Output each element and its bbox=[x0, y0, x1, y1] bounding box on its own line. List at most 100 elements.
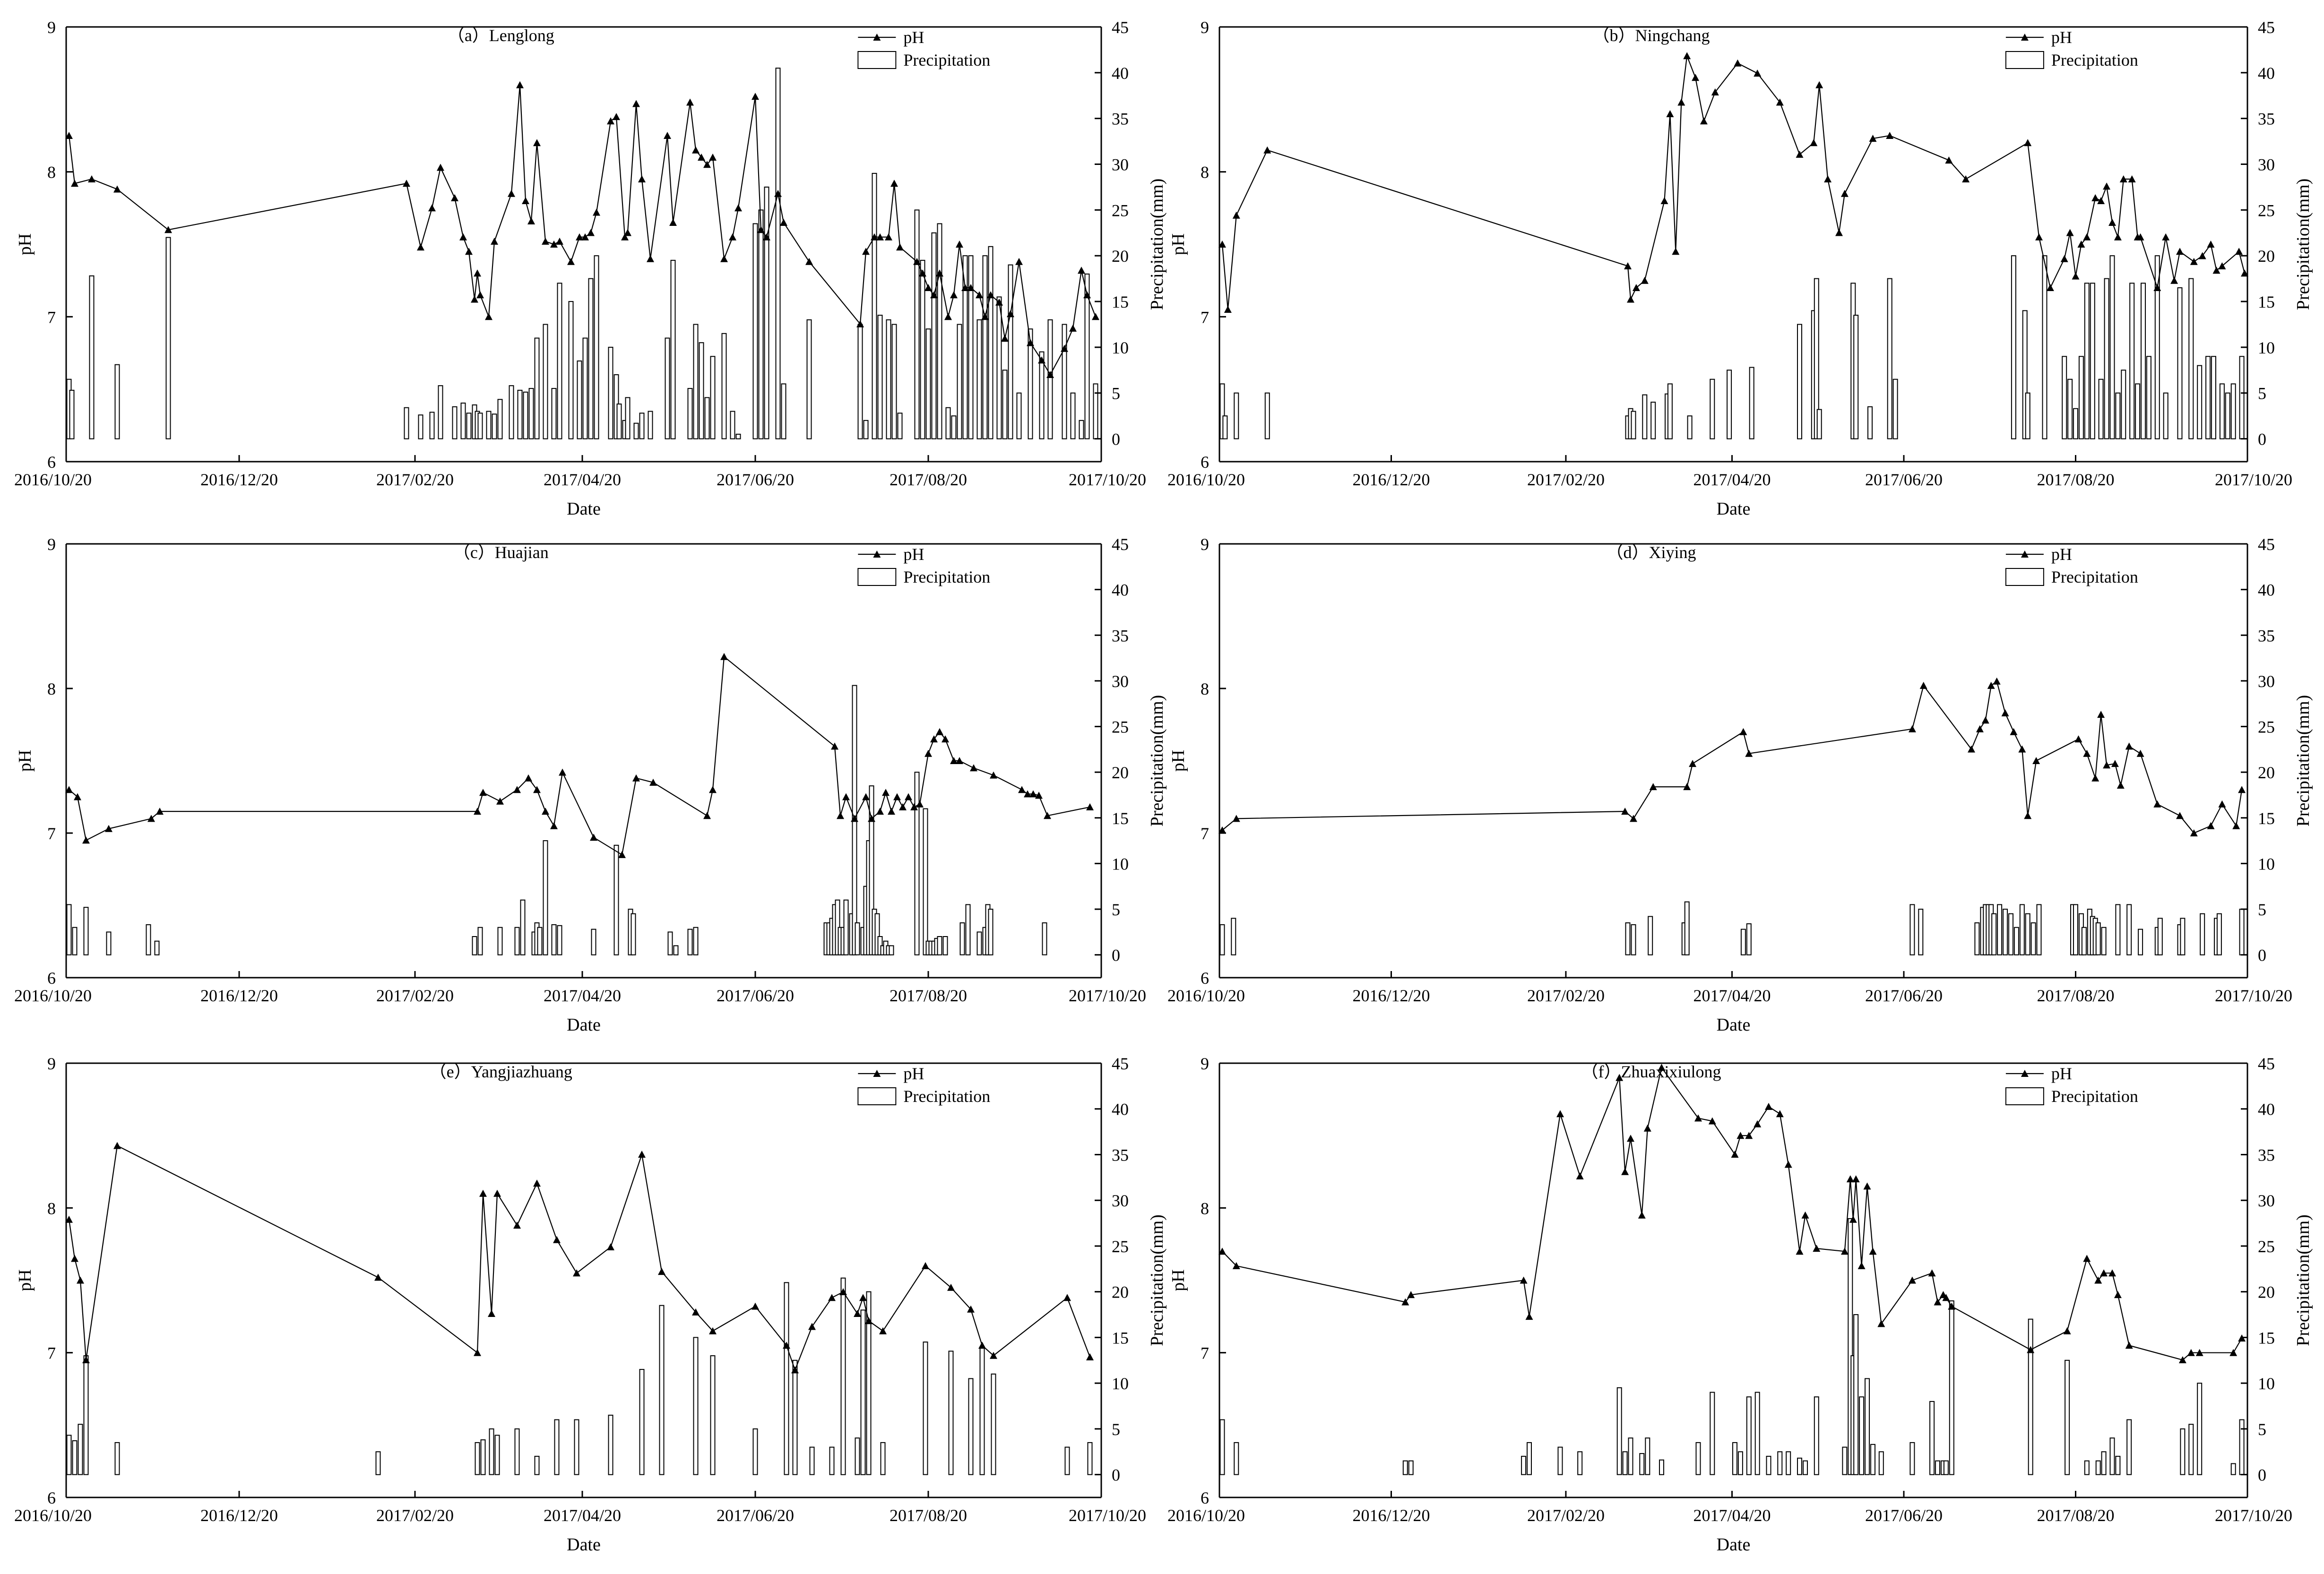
ph-data-point bbox=[1086, 803, 1094, 810]
x-tick-label: 2016/10/20 bbox=[14, 986, 92, 1005]
y-right-tick-label: 0 bbox=[2258, 946, 2266, 965]
ph-data-point bbox=[967, 1305, 975, 1313]
y-left-tick-label: 9 bbox=[47, 1054, 56, 1073]
ph-data-point bbox=[2018, 745, 2026, 753]
ph-data-point bbox=[1232, 815, 1240, 822]
precipitation-bar bbox=[2109, 255, 2115, 439]
x-tick-label: 2017/08/20 bbox=[890, 986, 967, 1005]
ph-data-point bbox=[573, 1269, 580, 1277]
ph-data-point bbox=[893, 793, 901, 800]
y-right-tick-label: 20 bbox=[2258, 247, 2275, 266]
x-axis-title: Date bbox=[1717, 499, 1751, 519]
precipitation-bar bbox=[1645, 1437, 1650, 1475]
x-tick-label: 2016/10/20 bbox=[14, 470, 92, 489]
precipitation-bar bbox=[551, 924, 557, 955]
ph-data-point bbox=[82, 1356, 90, 1363]
precipitation-bar bbox=[1991, 913, 1997, 955]
precipitation-bar bbox=[1234, 392, 1239, 439]
ph-data-point bbox=[876, 808, 884, 815]
precipitation-bar bbox=[874, 913, 880, 955]
precipitation-bar bbox=[1943, 1460, 1949, 1475]
ph-data-point bbox=[74, 793, 81, 800]
ph-data-point bbox=[567, 258, 575, 265]
precipitation-bar bbox=[2067, 378, 2073, 439]
precipitation-bar bbox=[625, 397, 631, 439]
ph-data-point bbox=[1692, 74, 1700, 81]
ph-points bbox=[65, 1142, 1094, 1374]
ph-data-point bbox=[1643, 1124, 1651, 1132]
y-axis-left-title: pH bbox=[15, 233, 35, 255]
precipitation-bar bbox=[704, 397, 710, 439]
y-left-tick-label: 8 bbox=[47, 163, 56, 182]
precipitation-bar bbox=[1870, 1444, 1875, 1475]
ph-points bbox=[1218, 1064, 2246, 1363]
precipitation-bar bbox=[2141, 283, 2146, 439]
ph-data-point bbox=[1061, 344, 1068, 352]
y-left-tick-label: 8 bbox=[1201, 679, 1209, 698]
y-left-tick-label: 6 bbox=[1201, 453, 1209, 472]
precipitation-bar bbox=[2008, 913, 2013, 955]
ph-data-point bbox=[1092, 313, 1099, 320]
ph-data-point bbox=[805, 258, 813, 265]
precipitation-bar bbox=[2157, 918, 2163, 955]
ph-data-point bbox=[2114, 233, 2122, 241]
ph-data-point bbox=[105, 825, 112, 832]
precipitation-bar bbox=[114, 364, 120, 439]
precipitation-bar bbox=[1093, 383, 1098, 439]
ph-data-point bbox=[1737, 1132, 1745, 1139]
y-right-tick-label: 40 bbox=[1112, 1100, 1129, 1119]
ph-data-point bbox=[1576, 1172, 1584, 1179]
ph-data-point bbox=[990, 1351, 997, 1359]
legend-precip-label: Precipitation bbox=[2051, 1087, 2138, 1106]
ph-data-point bbox=[1840, 189, 1849, 197]
precipitation-bar bbox=[687, 929, 693, 955]
ph-data-point bbox=[2001, 709, 2009, 716]
legend-ph-marker bbox=[873, 550, 881, 558]
ph-data-point bbox=[783, 1342, 790, 1349]
ph-data-point bbox=[828, 1294, 836, 1301]
precipitation-bar bbox=[1062, 324, 1067, 439]
ph-data-point bbox=[1015, 258, 1023, 265]
precipitation-bar bbox=[1974, 922, 1980, 955]
ph-data-point bbox=[2136, 749, 2144, 757]
precipitation-bar bbox=[693, 1337, 699, 1475]
precipitation-bar bbox=[1727, 370, 1732, 439]
precipitation-bar bbox=[528, 388, 534, 439]
precipitation-bar bbox=[475, 1442, 480, 1475]
precipitation-bar bbox=[2062, 356, 2067, 439]
legend-ph-marker bbox=[2021, 550, 2029, 558]
precipitation-bar bbox=[1909, 1442, 1915, 1475]
precipitation-bar bbox=[957, 324, 962, 439]
ph-data-point bbox=[1815, 81, 1823, 88]
precipitation-bar bbox=[2197, 365, 2203, 439]
ph-data-point bbox=[488, 1310, 495, 1317]
panel-title: （e）Yangjiazhuang bbox=[430, 1062, 572, 1081]
chart-panel-2: 2016/10/20 2016/12/20 2017/02/20 2017/04/20… bbox=[1167, 18, 2313, 519]
precipitation-bar bbox=[1865, 1378, 1870, 1475]
y-left-tick-label: 8 bbox=[1201, 1199, 1209, 1218]
ph-data-point bbox=[2108, 1269, 2116, 1277]
legend-precip-swatch bbox=[857, 568, 897, 586]
ph-data-point bbox=[842, 793, 850, 800]
ph-data-point bbox=[1632, 284, 1640, 291]
ph-data-point bbox=[1672, 248, 1680, 255]
y-right-tick-label: 40 bbox=[2258, 581, 2275, 600]
precipitation-bar bbox=[1740, 929, 1746, 955]
precipitation-bar bbox=[1746, 1396, 1752, 1475]
ph-data-point bbox=[485, 313, 492, 320]
ph-data-point bbox=[508, 189, 515, 197]
y-left-tick-label: 6 bbox=[47, 969, 56, 988]
precipitation-bar bbox=[693, 927, 699, 955]
precipitation-bar bbox=[866, 1291, 872, 1475]
precipitation-bar bbox=[2078, 356, 2084, 439]
precipitation-bar bbox=[968, 1378, 974, 1475]
precipitation-bar bbox=[1039, 351, 1045, 439]
ph-data-point bbox=[559, 768, 566, 776]
y-right-tick-label: 20 bbox=[1112, 1283, 1129, 1302]
ph-data-point bbox=[956, 241, 963, 248]
precipitation-bar bbox=[2239, 909, 2245, 955]
y-axis-left-title: pH bbox=[1168, 1269, 1188, 1291]
x-tick-label: 2016/12/20 bbox=[1352, 986, 1430, 1005]
ph-data-point bbox=[479, 1189, 487, 1197]
precipitation-bar bbox=[710, 356, 716, 439]
